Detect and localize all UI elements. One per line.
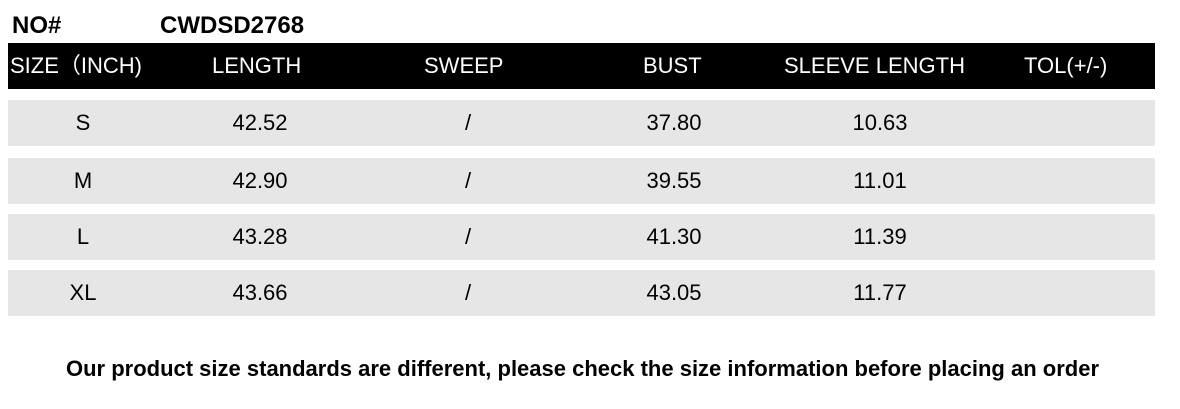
cell-length: 42.90 — [232, 168, 288, 193]
table-row: XL 43.66 / 43.05 11.77 — [8, 270, 1155, 316]
cell-bust: 41.30 — [646, 224, 702, 249]
cell-size: S — [75, 110, 91, 135]
cell-length: 43.66 — [232, 280, 288, 305]
cell-sweep: / — [464, 168, 472, 193]
table-row: M 42.90 / 39.55 11.01 — [8, 158, 1155, 204]
size-note: Our product size standards are different… — [65, 356, 1100, 381]
cell-length: 42.52 — [232, 110, 288, 135]
cell-size: XL — [69, 280, 97, 305]
table-row: L 43.28 / 41.30 11.39 — [8, 214, 1155, 260]
cell-bust: 37.80 — [646, 110, 702, 135]
cell-size: L — [76, 224, 90, 249]
table-row: S 42.52 / 37.80 10.63 — [8, 100, 1155, 146]
no-label: NO# — [12, 12, 62, 39]
header-length: LENGTH — [212, 53, 302, 78]
cell-sleeve-length: 11.01 — [853, 168, 907, 193]
header-size: SIZE（INCH) — [10, 53, 143, 78]
header-bust: BUST — [643, 53, 702, 78]
header-sleeve-length: SLEEVE LENGTH — [784, 53, 965, 78]
cell-sleeve-length: 10.63 — [852, 110, 908, 135]
cell-length: 43.28 — [232, 224, 288, 249]
cell-sweep: / — [464, 110, 472, 135]
cell-bust: 39.55 — [646, 168, 702, 193]
cell-bust: 43.05 — [646, 280, 702, 305]
cell-size: M — [73, 168, 93, 193]
table-header: SIZE（INCH) LENGTH SWEEP BUST SLEEVE LENG… — [8, 43, 1155, 89]
product-code: CWDSD2768 — [160, 12, 305, 39]
cell-sweep: / — [464, 224, 472, 249]
cell-sleeve-length: 11.39 — [853, 224, 907, 249]
cell-sweep: / — [464, 280, 472, 305]
header-sweep: SWEEP — [424, 53, 504, 78]
cell-sleeve-length: 11.77 — [853, 280, 907, 305]
header-tol: TOL(+/-) — [1024, 53, 1108, 78]
